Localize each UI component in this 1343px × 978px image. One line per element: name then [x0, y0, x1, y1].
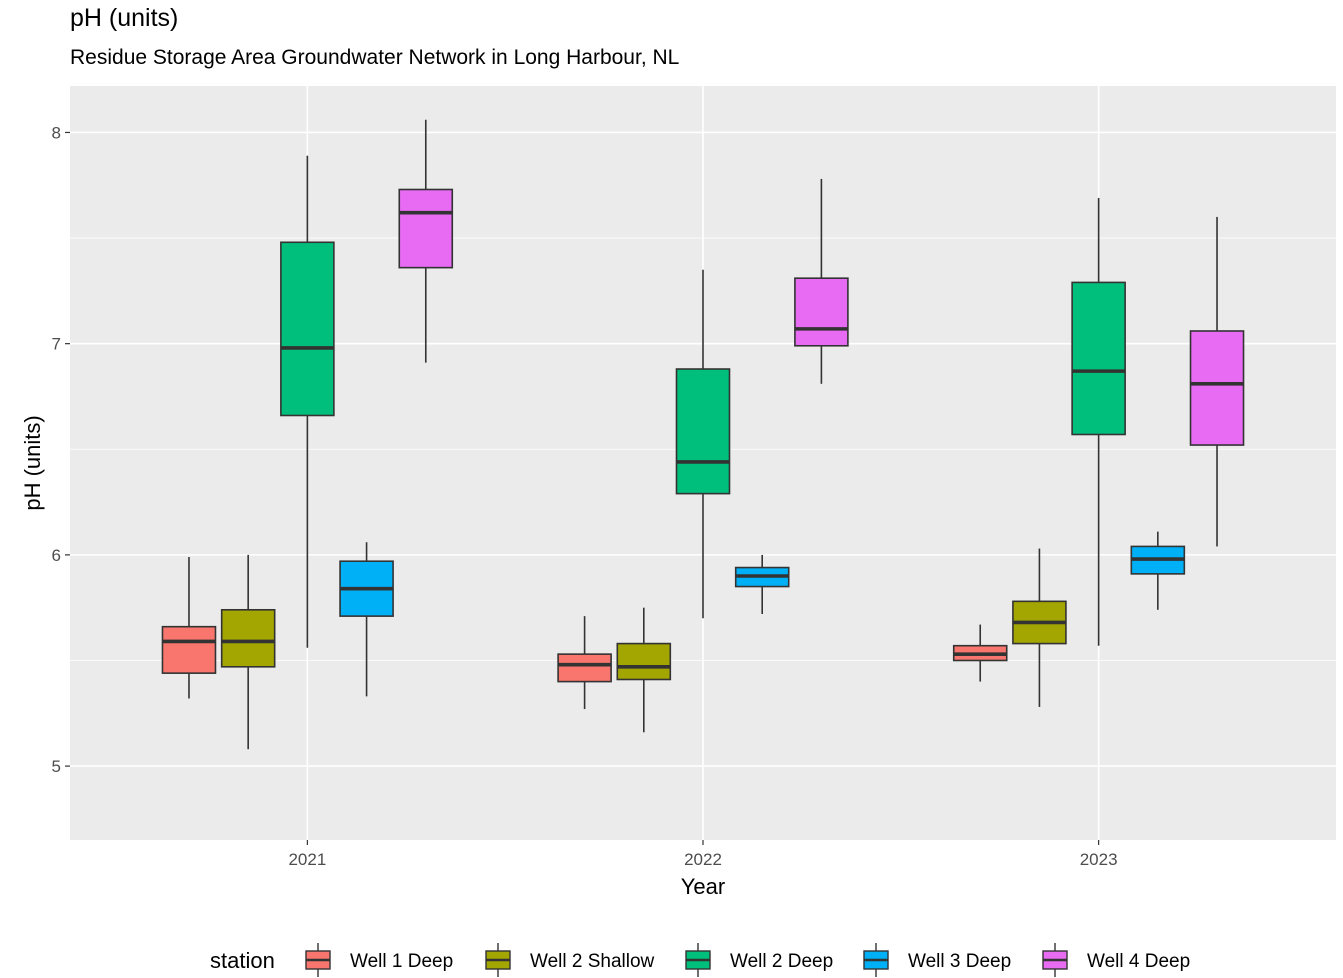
box: [162, 627, 215, 673]
y-tick-label: 5: [52, 757, 61, 776]
box: [617, 644, 670, 680]
y-tick-label: 8: [52, 123, 61, 142]
legend-title: station: [210, 948, 275, 973]
x-axis-title: Year: [681, 874, 725, 899]
legend-label: Well 4 Deep: [1087, 951, 1190, 972]
y-tick-label: 7: [52, 335, 61, 354]
y-axis-title: pH (units): [20, 415, 45, 510]
box: [399, 189, 452, 267]
legend-label: Well 3 Deep: [908, 951, 1011, 972]
x-tick-label: 2022: [684, 850, 722, 869]
box: [795, 278, 848, 346]
box: [222, 610, 275, 667]
box: [558, 654, 611, 681]
x-tick-label: 2021: [288, 850, 326, 869]
legend-label: Well 1 Deep: [350, 951, 453, 972]
legend-label: Well 2 Deep: [730, 951, 833, 972]
box: [677, 369, 730, 494]
y-tick-label: 6: [52, 546, 61, 565]
box: [281, 242, 334, 415]
box: [1191, 331, 1244, 445]
x-tick-label: 2023: [1080, 850, 1118, 869]
legend-label: Well 2 Shallow: [530, 951, 655, 972]
box: [1072, 282, 1125, 434]
